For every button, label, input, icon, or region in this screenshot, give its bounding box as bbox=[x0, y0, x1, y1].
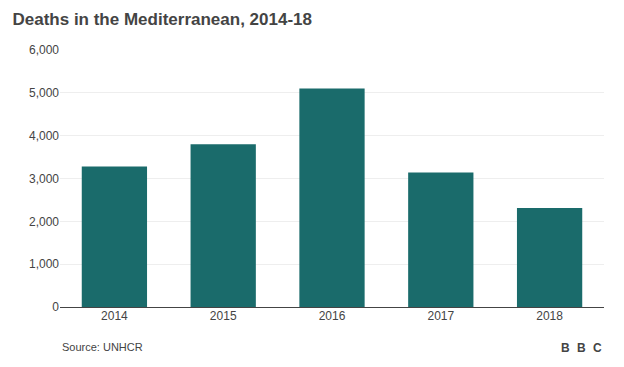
svg-text:B: B bbox=[577, 341, 586, 355]
svg-text:C: C bbox=[593, 341, 602, 355]
svg-text:2016: 2016 bbox=[319, 309, 346, 323]
svg-text:2015: 2015 bbox=[210, 309, 237, 323]
svg-text:B: B bbox=[561, 341, 570, 355]
svg-text:1,000: 1,000 bbox=[29, 257, 59, 271]
svg-text:Deaths in the Mediterranean, 2: Deaths in the Mediterranean, 2014-18 bbox=[12, 10, 312, 29]
svg-text:2018: 2018 bbox=[536, 309, 563, 323]
svg-text:6,000: 6,000 bbox=[29, 43, 59, 57]
svg-text:2014: 2014 bbox=[101, 309, 128, 323]
svg-text:4,000: 4,000 bbox=[29, 129, 59, 143]
svg-text:Source: UNHCR: Source: UNHCR bbox=[62, 341, 143, 353]
svg-text:2017: 2017 bbox=[427, 309, 454, 323]
svg-text:0: 0 bbox=[52, 300, 59, 314]
svg-text:5,000: 5,000 bbox=[29, 86, 59, 100]
svg-text:2,000: 2,000 bbox=[29, 215, 59, 229]
svg-text:3,000: 3,000 bbox=[29, 172, 59, 186]
